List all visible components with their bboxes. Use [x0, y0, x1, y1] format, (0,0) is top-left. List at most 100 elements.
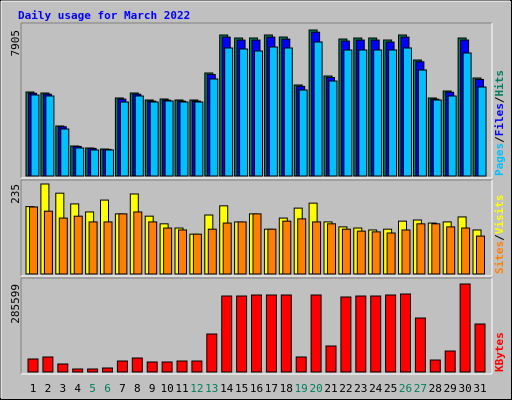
bar — [340, 296, 352, 373]
bar — [178, 229, 187, 275]
x-tick-label: 1 — [30, 382, 37, 395]
legend-separator: / — [493, 96, 506, 103]
bar — [90, 149, 100, 177]
bar — [164, 100, 174, 177]
legend-entry: Hits — [493, 70, 506, 97]
x-tick-label: 10 — [160, 382, 173, 395]
bar — [194, 101, 204, 177]
bar — [73, 215, 83, 275]
bar — [88, 221, 98, 275]
bar — [416, 223, 426, 275]
bar — [268, 46, 278, 177]
x-tick-label: 16 — [250, 382, 263, 395]
bar — [118, 213, 128, 275]
bar — [45, 95, 55, 177]
bar — [133, 211, 143, 275]
bar — [42, 356, 54, 373]
bar — [414, 317, 426, 373]
x-tick-label: 28 — [429, 382, 442, 395]
chart-title: Daily usage for March 2022 — [18, 9, 190, 22]
bar — [254, 50, 263, 177]
bar — [58, 217, 68, 275]
bar — [72, 368, 84, 373]
bar — [192, 233, 202, 275]
bar — [280, 294, 292, 373]
bar — [444, 350, 456, 373]
x-tick-label: 14 — [220, 382, 234, 395]
bar — [328, 80, 338, 177]
bar — [75, 147, 85, 177]
bar — [57, 363, 69, 373]
bar — [27, 358, 39, 373]
bar — [474, 323, 486, 373]
x-tick-label: 13 — [205, 382, 218, 395]
bar — [237, 221, 247, 275]
bar — [447, 95, 457, 177]
bar — [461, 227, 471, 275]
bar — [312, 221, 322, 275]
bar — [224, 47, 234, 177]
bar — [103, 221, 113, 275]
bar — [403, 47, 412, 177]
bar — [267, 228, 277, 275]
y-tick-label: 7905 — [9, 30, 22, 57]
bar — [388, 49, 398, 177]
bar — [119, 101, 129, 177]
bar — [295, 356, 307, 373]
bar — [134, 95, 144, 177]
bar — [313, 41, 323, 177]
bar — [146, 361, 158, 373]
bar — [105, 149, 114, 177]
bar — [252, 213, 262, 275]
bar — [327, 223, 336, 275]
x-tick-label: 21 — [324, 382, 337, 395]
bar — [87, 368, 99, 373]
bar — [149, 101, 159, 177]
bar — [236, 295, 248, 373]
x-tick-label: 22 — [339, 382, 352, 395]
bar — [310, 294, 322, 373]
x-tick-label: 24 — [369, 382, 383, 395]
legend-entry: Pages — [493, 143, 506, 176]
x-tick-label: 23 — [354, 382, 367, 395]
x-tick-label: 15 — [235, 382, 248, 395]
x-tick-label: 2 — [45, 382, 52, 395]
bar — [30, 94, 40, 177]
bar — [163, 227, 173, 275]
x-tick-label: 7 — [119, 382, 126, 395]
bar — [282, 220, 292, 275]
bar — [343, 49, 353, 177]
x-tick-label: 29 — [444, 382, 457, 395]
bar — [431, 223, 441, 275]
x-tick-label: 20 — [309, 382, 322, 395]
bar — [298, 89, 308, 177]
x-tick-label: 8 — [134, 382, 141, 395]
x-tick-label: 19 — [295, 382, 308, 395]
bar — [476, 235, 485, 275]
x-tick-label: 25 — [384, 382, 397, 395]
bar — [116, 360, 128, 373]
legend-separator: / — [493, 234, 506, 241]
x-tick-label: 5 — [89, 382, 96, 395]
bar — [209, 78, 219, 177]
bar — [429, 359, 441, 373]
x-tick-label: 6 — [104, 382, 111, 395]
x-tick-label: 18 — [280, 382, 293, 395]
bar — [179, 101, 189, 177]
bar — [221, 295, 233, 373]
bar — [477, 86, 487, 177]
bar — [148, 221, 158, 275]
bar — [176, 360, 188, 373]
bar — [43, 210, 53, 275]
y-tick-label: 285599 — [9, 284, 22, 324]
bar — [417, 69, 427, 177]
bar — [60, 128, 70, 177]
x-tick-label: 3 — [59, 382, 66, 395]
x-tick-label: 31 — [473, 382, 486, 395]
x-tick-label: 9 — [149, 382, 156, 395]
bar — [459, 283, 471, 373]
bar — [161, 361, 173, 373]
bar — [373, 49, 383, 177]
legend: Sites/Visits — [493, 195, 506, 275]
